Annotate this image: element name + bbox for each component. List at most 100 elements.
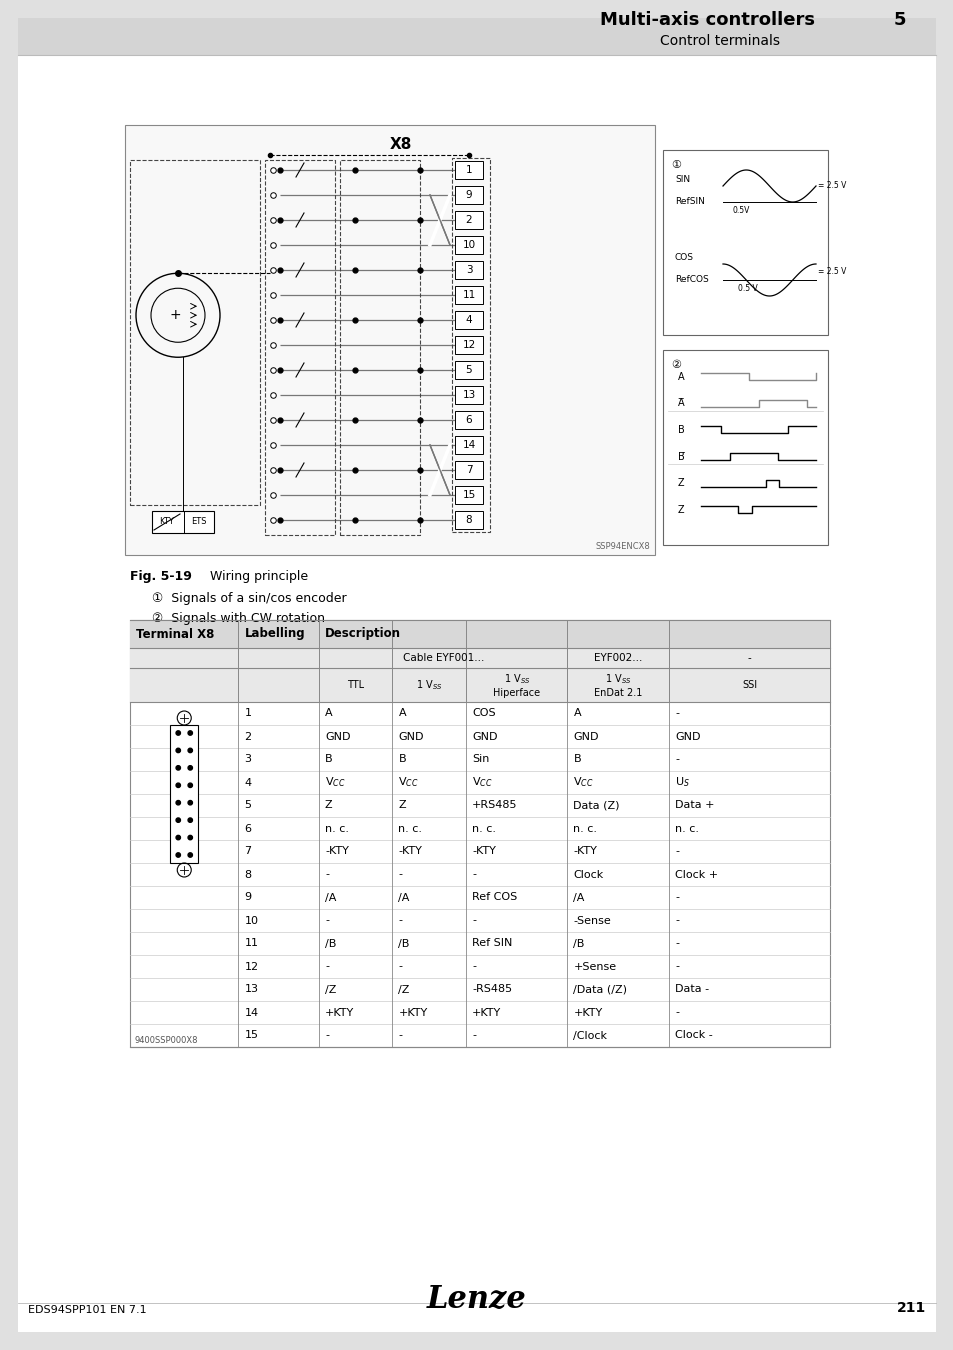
Text: Data (Z): Data (Z) [573,801,619,810]
Text: +Sense: +Sense [573,961,616,972]
Text: 15: 15 [462,490,476,500]
Text: Clock -: Clock - [675,1030,712,1041]
Text: U$_S$: U$_S$ [675,776,689,790]
Text: 14: 14 [462,440,476,450]
Text: ETS: ETS [191,517,207,526]
Text: 5: 5 [893,11,905,28]
Text: -Sense: -Sense [573,915,611,926]
Text: /B: /B [325,938,336,949]
Text: Z: Z [677,478,683,489]
Text: 11: 11 [244,938,258,949]
Text: -: - [675,755,679,764]
Text: /B: /B [398,938,410,949]
Circle shape [188,783,193,787]
Text: EYF002...: EYF002... [594,653,641,663]
Text: -: - [675,892,679,903]
Text: /A: /A [325,892,336,903]
Text: -: - [472,1030,476,1041]
Text: ①: ① [670,161,680,170]
Text: Clock +: Clock + [675,869,718,879]
Text: /Clock: /Clock [573,1030,607,1041]
Text: -: - [398,869,402,879]
Text: -: - [747,653,751,663]
Bar [339,161,419,535]
Text: Wiring principle: Wiring principle [210,570,308,583]
Text: SIN: SIN [675,176,689,184]
Text: n. c.: n. c. [325,824,349,833]
Text: Ref SIN: Ref SIN [472,938,512,949]
Text: 211: 211 [896,1301,925,1315]
Circle shape [188,818,193,822]
Text: GND: GND [472,732,497,741]
Text: /B: /B [573,938,584,949]
Text: -: - [398,915,402,926]
Bar [455,211,482,230]
Text: KTY: KTY [159,517,174,526]
Text: SSP94ENCX8: SSP94ENCX8 [595,541,649,551]
Circle shape [176,765,180,769]
Text: -KTY: -KTY [398,846,422,856]
Bar [455,360,482,379]
Circle shape [176,853,180,857]
Text: 13: 13 [462,390,476,400]
Text: RefCOS: RefCOS [675,275,708,285]
Bar [455,436,482,454]
Bar [125,126,655,555]
Text: n. c.: n. c. [675,824,699,833]
Text: 11: 11 [462,290,476,300]
Text: Data -: Data - [675,984,708,995]
Text: Z: Z [398,801,406,810]
Text: +RS485: +RS485 [472,801,517,810]
Text: 6: 6 [244,824,252,833]
Circle shape [188,853,193,857]
Text: B̅: B̅ [677,451,683,462]
Text: 4: 4 [465,315,472,325]
Text: 1: 1 [465,165,472,176]
Bar [265,161,335,535]
Bar [18,18,935,55]
Text: 7: 7 [465,464,472,475]
Text: Z̅: Z̅ [677,505,683,514]
Text: 1 V$_{SS}$: 1 V$_{SS}$ [416,678,442,693]
Bar [452,158,490,532]
Text: -: - [675,1007,679,1018]
Text: A̅: A̅ [677,398,683,408]
Text: X8: X8 [389,136,412,153]
Text: 15: 15 [244,1030,258,1041]
Text: +KTY: +KTY [325,1007,354,1018]
Bar [455,486,482,504]
Text: A: A [573,709,580,718]
Text: RefSIN: RefSIN [675,197,704,207]
Text: Z: Z [325,801,333,810]
Text: 3: 3 [244,755,252,764]
Text: Clock: Clock [573,869,603,879]
Text: Fig. 5-19: Fig. 5-19 [130,570,192,583]
Text: A: A [398,709,406,718]
Text: V$_{CC}$: V$_{CC}$ [398,776,418,790]
Bar [662,150,827,335]
Text: Multi-axis controllers: Multi-axis controllers [599,11,814,28]
Circle shape [176,730,180,736]
Bar [455,236,482,254]
Text: 9: 9 [244,892,252,903]
Text: 5: 5 [244,801,252,810]
Circle shape [188,748,193,753]
Text: /A: /A [398,892,410,903]
Text: 8: 8 [244,869,252,879]
Text: V$_{CC}$: V$_{CC}$ [472,776,492,790]
Bar [455,161,482,180]
Text: /A: /A [573,892,584,903]
Bar [455,512,482,529]
Text: = 2.5 V: = 2.5 V [817,267,845,277]
Text: ②: ② [670,360,680,370]
Text: -: - [398,961,402,972]
Bar [455,386,482,404]
Circle shape [188,765,193,769]
Text: = 2.5 V: = 2.5 V [817,181,845,190]
Text: ②  Signals with CW rotation: ② Signals with CW rotation [152,612,325,625]
Text: V$_{CC}$: V$_{CC}$ [325,776,345,790]
Text: A: A [325,709,333,718]
Text: +KTY: +KTY [472,1007,500,1018]
Text: 12: 12 [462,340,476,350]
Text: 10: 10 [462,240,475,250]
